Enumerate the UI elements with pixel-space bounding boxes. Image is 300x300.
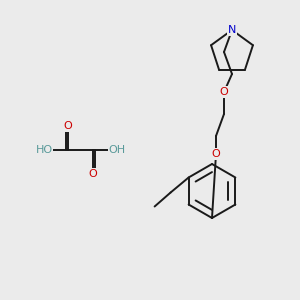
Text: HO: HO: [35, 145, 52, 155]
Text: O: O: [88, 169, 98, 179]
Text: O: O: [212, 149, 220, 159]
Text: O: O: [220, 87, 228, 97]
Text: O: O: [64, 121, 72, 131]
Text: OH: OH: [108, 145, 126, 155]
Text: N: N: [228, 25, 236, 35]
